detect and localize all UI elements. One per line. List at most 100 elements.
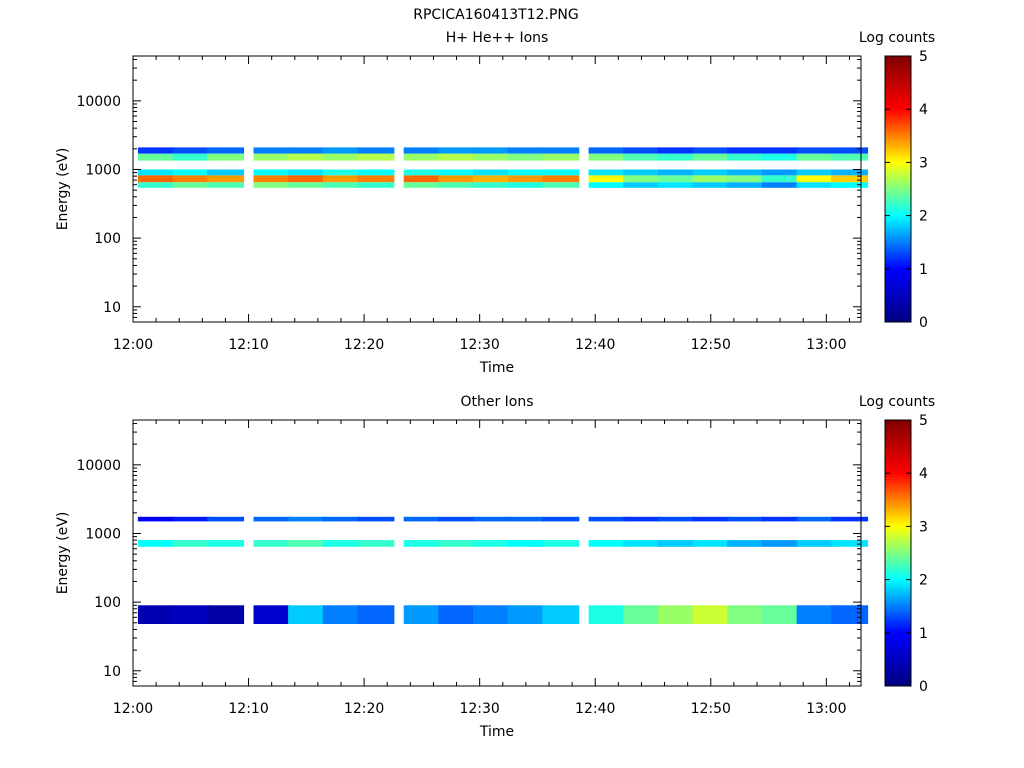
heatmap-cell (288, 540, 325, 547)
heatmap-cell (322, 516, 360, 522)
heatmap-cell (438, 182, 476, 188)
heatmap-cell (253, 540, 291, 547)
heatmap-cell (588, 182, 626, 188)
heatmap-cell (172, 182, 210, 188)
heatmap-cell (796, 153, 834, 161)
heatmap-cell (288, 605, 325, 624)
heatmap-cell (727, 153, 765, 161)
heatmap-cell (253, 182, 291, 188)
colorbar-tick-label: 5 (919, 49, 928, 65)
y-ticks: 10 100 1000 10000 (76, 59, 861, 323)
colorbar-label: Log counts (859, 30, 935, 46)
heatmap-cell (207, 182, 245, 188)
heatmap-cell (438, 605, 476, 624)
heatmap-cell (796, 516, 834, 522)
colorbar-scale (884, 419, 912, 687)
x-tick-label: 12:10 (228, 701, 268, 717)
heatmap-cell (288, 182, 325, 188)
y-tick-label: 1000 (85, 526, 121, 542)
heatmap-cell (403, 147, 441, 154)
heatmap-cell (623, 182, 661, 188)
heatmap-cell (137, 516, 175, 522)
colorbar-tick-label: 0 (919, 315, 928, 331)
panel-title: H+ He++ Ions (446, 30, 549, 46)
heatmap-cell (796, 182, 834, 188)
heatmap-cell (473, 147, 510, 154)
heatmap-cell (692, 182, 730, 188)
heatmap-cell (172, 153, 210, 161)
heatmap-cell (692, 175, 730, 183)
heatmap-cell (692, 153, 730, 161)
heatmap-cell (322, 175, 360, 183)
heatmap-cells (137, 516, 869, 624)
heatmap-cell (438, 540, 476, 547)
heatmap-cell (357, 153, 395, 161)
heatmap-cell (588, 153, 626, 161)
heatmap-cell (657, 540, 695, 547)
heatmap-cell (831, 169, 869, 176)
heatmap-cell (831, 175, 869, 183)
heatmap-cell (796, 175, 834, 183)
heatmap-cell (473, 182, 510, 188)
heatmap-cell (761, 147, 799, 154)
heatmap-cell (137, 175, 175, 183)
heatmap-cell (207, 516, 245, 522)
heatmap-cell (623, 169, 661, 176)
heatmap-cell (727, 540, 765, 547)
heatmap-cell (288, 516, 325, 522)
heatmap-cell (137, 182, 175, 188)
heatmap-cell (507, 147, 545, 154)
heatmap-cell (727, 169, 765, 176)
heatmap-cell (438, 516, 476, 522)
heatmap-cell (288, 169, 325, 176)
heatmap-cell (357, 182, 395, 188)
heatmap-cell (727, 516, 765, 522)
colorbar-tick-label: 2 (919, 209, 928, 225)
heatmap-cell (727, 175, 765, 183)
heatmap-cell (403, 175, 441, 183)
heatmap-cell (623, 147, 661, 154)
heatmap-cell (588, 605, 626, 624)
heatmap-cell (172, 516, 210, 522)
heatmap-cell (438, 147, 476, 154)
heatmap-cell (588, 175, 626, 183)
x-tick-label: 12:00 (113, 337, 153, 353)
heatmap-cell (542, 147, 580, 154)
heatmap-cell (507, 540, 545, 547)
x-axis-label: Time (479, 360, 514, 376)
heatmap-cell (623, 175, 661, 183)
heatmap-cell (657, 153, 695, 161)
heatmap-cell (473, 169, 510, 176)
heatmap-cell (253, 147, 291, 154)
y-axis-label: Energy (eV) (55, 148, 71, 231)
colorbar-tick-label: 0 (919, 679, 928, 695)
heatmap-cell (357, 175, 395, 183)
heatmap-cell (357, 169, 395, 176)
heatmap-cell (542, 516, 580, 522)
x-ticks: 12:00 12:10 12:20 12:30 12:40 12:50 13:00 (113, 56, 850, 353)
heatmap-cell (727, 182, 765, 188)
x-ticks: 12:00 12:10 12:20 12:30 12:40 12:50 13:00 (113, 420, 850, 717)
heatmap-cell (137, 147, 175, 154)
y-axis-label: Energy (eV) (55, 512, 71, 595)
heatmap-cell (761, 153, 799, 161)
x-tick-label: 12:20 (344, 701, 384, 717)
heatmap-cell (438, 169, 476, 176)
heatmap-cell (761, 540, 799, 547)
heatmap-cell (657, 605, 695, 624)
heatmap-cell (253, 175, 291, 183)
x-tick-label: 12:30 (459, 701, 499, 717)
heatmap-cell (623, 540, 661, 547)
heatmap-cell (207, 540, 245, 547)
heatmap-cell (831, 182, 869, 188)
y-tick-label: 100 (94, 231, 121, 247)
heatmap-cell (657, 169, 695, 176)
x-tick-label: 12:50 (691, 337, 731, 353)
heatmap-cell (692, 169, 730, 176)
colorbar-label: Log counts (859, 394, 935, 410)
heatmap-cell (761, 605, 799, 624)
heatmap-cell (253, 169, 291, 176)
heatmap-cell (796, 605, 834, 624)
heatmap-cell (507, 153, 545, 161)
